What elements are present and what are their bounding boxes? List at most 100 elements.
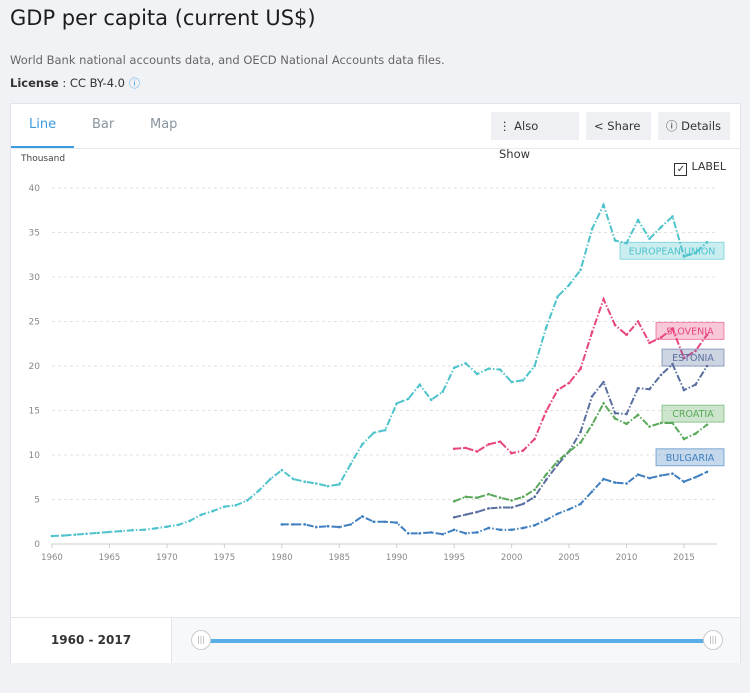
- data-point: [223, 505, 226, 508]
- x-tick-label: 1990: [386, 553, 408, 563]
- active-tab-indicator: [11, 146, 74, 148]
- x-tick-label: 1965: [99, 553, 121, 563]
- data-point: [682, 255, 686, 258]
- data-point: [452, 447, 456, 451]
- data-point: [671, 327, 674, 330]
- series-label: BULGARIA: [666, 453, 715, 464]
- data-point: [625, 422, 628, 426]
- data-point: [682, 388, 686, 392]
- data-point: [544, 473, 548, 476]
- data-point: [487, 526, 490, 530]
- also-show-button[interactable]: ⋮ Also Show: [491, 112, 579, 161]
- data-point: [602, 477, 605, 481]
- data-point: [694, 349, 697, 353]
- data-point: [533, 437, 536, 441]
- share-button[interactable]: < Share: [586, 112, 651, 140]
- data-point: [177, 523, 180, 527]
- data-point: [602, 203, 605, 207]
- x-tick-label: 2015: [673, 553, 695, 563]
- data-point: [613, 239, 617, 242]
- data-point: [50, 534, 54, 538]
- data-point: [303, 523, 307, 526]
- checkbox-checked-icon[interactable]: ✓: [674, 163, 688, 176]
- y-tick-label: 20: [29, 362, 41, 372]
- data-point: [406, 397, 410, 401]
- data-point: [579, 430, 582, 434]
- data-point: [521, 526, 525, 530]
- range-start-handle[interactable]: |||: [191, 630, 211, 650]
- data-point: [314, 482, 318, 485]
- data-point: [372, 431, 376, 435]
- data-point: [464, 362, 467, 365]
- share-label: Share: [607, 119, 641, 133]
- range-end-handle[interactable]: |||: [703, 630, 723, 650]
- y-tick-label: 5: [34, 496, 40, 506]
- data-point: [418, 383, 422, 386]
- data-point: [314, 525, 318, 529]
- data-point: [659, 474, 663, 477]
- data-point: [510, 506, 513, 509]
- data-point: [602, 297, 605, 301]
- y-tick-label: 15: [29, 407, 40, 417]
- data-point: [590, 330, 594, 334]
- series-line-european-union: [51, 202, 708, 537]
- data-point: [383, 428, 387, 432]
- data-point: [671, 362, 674, 366]
- data-point: [533, 495, 536, 499]
- more-vertical-icon: ⋮: [499, 119, 515, 133]
- info-circle-icon[interactable]: ⓘ: [128, 77, 140, 90]
- data-point: [395, 521, 399, 524]
- data-point: [429, 531, 433, 534]
- data-point: [579, 502, 582, 506]
- data-point: [533, 524, 536, 527]
- data-point: [636, 320, 640, 323]
- data-point: [131, 528, 134, 532]
- x-tick-label: 2010: [616, 553, 638, 563]
- data-point: [452, 516, 456, 519]
- data-point: [464, 513, 467, 516]
- range-start: 1960: [50, 633, 85, 647]
- data-point: [636, 218, 640, 222]
- range-slider-track[interactable]: [201, 639, 714, 643]
- tab-map[interactable]: Map: [150, 117, 178, 132]
- data-point: [613, 411, 617, 415]
- data-point: [441, 532, 444, 536]
- data-point: [590, 423, 594, 427]
- range-label: 1960 - 2017: [11, 618, 172, 663]
- data-point: [694, 383, 697, 386]
- data-point: [613, 481, 617, 484]
- data-point: [108, 530, 111, 534]
- data-point: [372, 520, 376, 524]
- tab-line[interactable]: Line: [29, 117, 57, 132]
- series-label-box: [655, 321, 725, 340]
- data-point: [579, 441, 582, 444]
- x-tick-label: 1980: [271, 553, 293, 563]
- data-point: [337, 525, 341, 529]
- x-tick-label: 1975: [214, 553, 236, 563]
- tab-bar-chart[interactable]: Bar: [92, 117, 115, 132]
- data-point: [521, 502, 525, 506]
- details-button[interactable]: ⓘ Details: [658, 112, 730, 140]
- x-tick-label: 1995: [443, 553, 465, 563]
- y-tick-label: 0: [34, 540, 40, 550]
- data-point: [510, 528, 513, 532]
- data-point: [556, 388, 559, 392]
- data-point: [326, 484, 330, 488]
- data-point: [498, 440, 502, 443]
- data-point: [303, 480, 307, 484]
- label-toggle[interactable]: ✓ LABEL: [674, 160, 726, 176]
- series-label: SLOVENIA: [666, 326, 714, 337]
- data-point: [211, 509, 215, 513]
- data-point: [648, 341, 651, 345]
- data-point: [487, 443, 490, 446]
- data-point: [62, 534, 65, 537]
- x-tick-label: 2000: [501, 553, 523, 563]
- data-point: [292, 477, 295, 481]
- data-point: [625, 482, 628, 485]
- data-point: [510, 380, 513, 384]
- data-point: [383, 520, 387, 524]
- data-point: [96, 531, 100, 535]
- data-point: [556, 295, 559, 298]
- data-point: [349, 523, 353, 526]
- data-point: [200, 513, 203, 516]
